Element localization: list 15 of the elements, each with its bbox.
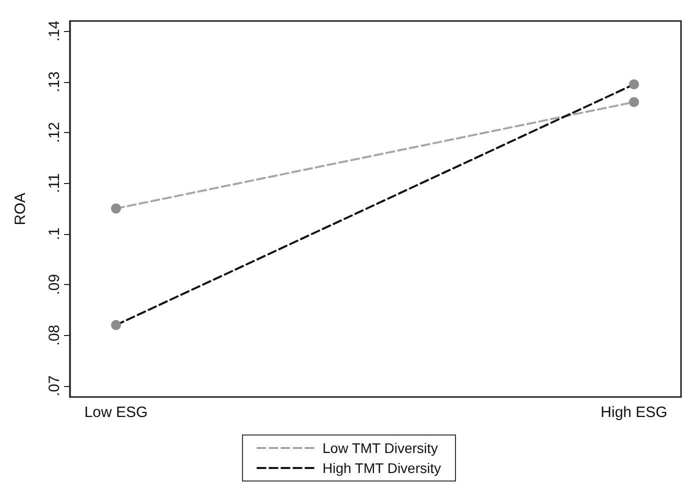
- x-tick-label: High ESG: [600, 404, 668, 421]
- legend-label: High TMT Diversity: [322, 460, 442, 476]
- y-tick-label: .11: [46, 173, 63, 194]
- y-tick-label: .1: [46, 228, 63, 240]
- point: [111, 203, 121, 214]
- point: [629, 97, 639, 108]
- y-tick-label: .12: [46, 122, 63, 143]
- y-tick-label: .08: [46, 324, 63, 346]
- legend-label: Low TMT Diversity: [322, 440, 438, 456]
- x-tick-label: Low ESG: [84, 404, 148, 421]
- y-axis-title: ROA: [12, 192, 29, 226]
- y-tick-label: .07: [46, 375, 63, 396]
- y-tick-label: .13: [46, 71, 63, 92]
- y-tick-label: .09: [46, 274, 63, 295]
- y-tick-label: .14: [46, 20, 63, 42]
